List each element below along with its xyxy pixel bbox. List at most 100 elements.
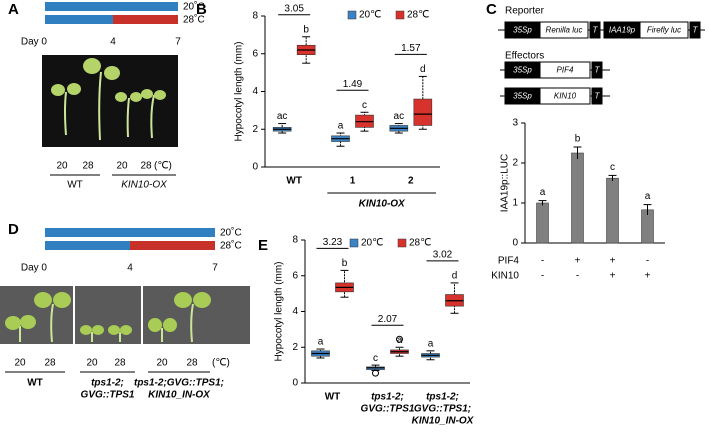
x-tick-label: KIN10_IN-OX — [412, 416, 475, 427]
significance-letter: a — [338, 121, 344, 132]
temp-label: 28 — [44, 358, 56, 369]
panel-label: D — [8, 221, 19, 238]
legend-swatch — [397, 238, 407, 248]
timeline-day: Day 0 — [21, 37, 48, 48]
temp-label: 28 — [114, 358, 126, 369]
y-axis-label: Hypocotyl length (mm) — [234, 41, 245, 141]
construct-label: 35Sp — [513, 66, 532, 75]
genotype-label: tps1-2; — [91, 378, 124, 389]
genotype-label: KIN10-OX — [121, 180, 167, 191]
legend-label: 20℃ — [359, 10, 381, 21]
legend-swatch — [347, 10, 357, 20]
bar — [536, 202, 549, 244]
temp-label: 20 — [116, 161, 128, 172]
significance-letter: b — [342, 258, 348, 269]
x-tick-label: WT — [286, 176, 302, 187]
legend-swatch — [349, 238, 359, 248]
condition-name: KIN10 — [491, 271, 519, 282]
y-tick-label: 0 — [512, 238, 518, 249]
condition-value: + — [645, 271, 651, 282]
comparison-value: 3.02 — [433, 250, 453, 261]
legend-label: 28℃ — [407, 10, 429, 21]
panel-label: E — [258, 237, 268, 254]
construct-part — [539, 87, 591, 105]
significance-letter: d — [452, 271, 458, 282]
group-label: KIN10-OX — [359, 199, 406, 210]
temp-label: 20 — [56, 161, 68, 172]
condition-value: + — [610, 271, 616, 282]
significance-letter: a — [540, 187, 546, 198]
construct-label: 35Sp — [513, 26, 532, 35]
panel-label: B — [196, 1, 207, 18]
comparison-value: 3.23 — [323, 237, 343, 248]
y-tick-label: 2 — [512, 158, 518, 169]
genotype-label: WT — [67, 180, 83, 191]
y-tick-label: 1 — [512, 198, 518, 209]
unit-label: (℃) — [154, 161, 172, 172]
significance-letter: a — [397, 335, 403, 346]
genotype-label: tps1-2;GVG::TPS1; — [134, 378, 224, 389]
comparison-value: 1.57 — [401, 43, 421, 54]
bar — [571, 152, 584, 244]
construct-label: Firefly luc — [647, 26, 681, 35]
significance-letter: c — [362, 100, 367, 111]
temp-label: 28 — [140, 161, 152, 172]
genotype-label: WT — [27, 378, 43, 389]
x-tick-label: tps1-2; — [371, 392, 404, 403]
y-axis-label: IAA19p::LUC — [500, 154, 511, 212]
timeline-temp: 20˚C — [183, 1, 205, 13]
genotype-label: GVG::TPS1 — [81, 390, 135, 401]
construct-part — [589, 21, 601, 39]
construct-label: KIN10 — [554, 92, 577, 101]
significance-letter: a — [318, 337, 324, 348]
comparison-value: 1.49 — [343, 79, 363, 90]
significance-letter: ac — [277, 111, 288, 122]
condition-value: - — [541, 256, 544, 267]
timeline-day: 4 — [127, 263, 133, 274]
construct-label: 35Sp — [513, 92, 532, 101]
construct-part — [591, 87, 603, 105]
comparison-value: 3.05 — [284, 3, 304, 14]
significance-letter: b — [303, 24, 309, 35]
timeline-day: 7 — [175, 37, 181, 48]
timeline-temp: 28˚C — [183, 14, 205, 26]
construct-part — [689, 21, 701, 39]
x-tick-label: GVG::TPS1; — [414, 404, 471, 415]
construct-label: T — [593, 26, 599, 35]
bar — [606, 177, 619, 244]
unit-label: (℃) — [212, 358, 230, 369]
x-tick-label: 1 — [350, 176, 356, 187]
timeline-temp: 20˚C — [220, 227, 242, 239]
y-tick-label: 2 — [252, 124, 258, 135]
timeline-temp: 28˚C — [220, 240, 242, 252]
timeline-bar — [45, 2, 178, 11]
condition-name: PIF4 — [498, 256, 520, 267]
y-tick-label: 0 — [252, 162, 258, 173]
comparison-value: 2.07 — [378, 314, 398, 325]
y-tick-label: 4 — [292, 306, 298, 317]
timeline-bar — [45, 241, 130, 250]
condition-value: + — [610, 256, 616, 267]
y-tick-label: 0 — [292, 378, 298, 389]
significance-letter: b — [575, 134, 581, 145]
condition-value: - — [646, 256, 649, 267]
temp-label: 20 — [14, 358, 26, 369]
y-tick-label: 6 — [252, 48, 258, 59]
photo-d — [0, 286, 250, 344]
construct-label: Renilla luc — [546, 26, 583, 35]
outlier — [372, 369, 379, 377]
construct-label: T — [595, 92, 601, 101]
construct-label: T — [693, 26, 699, 35]
panel-label: C — [486, 1, 497, 18]
temp-label: 28 — [82, 161, 94, 172]
box — [413, 98, 433, 126]
y-tick-label: 8 — [292, 235, 298, 246]
timeline-bar — [45, 228, 215, 237]
x-tick-label: tps1-2; — [426, 392, 459, 403]
diagram-title: Reporter — [505, 6, 545, 17]
timeline-day: 7 — [212, 263, 218, 274]
construct-part — [639, 21, 689, 39]
y-tick-label: 8 — [252, 11, 258, 22]
y-tick-label: 3 — [512, 118, 518, 129]
